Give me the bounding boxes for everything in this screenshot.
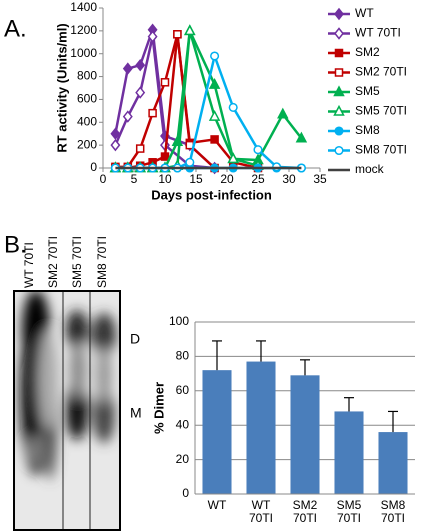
gel-band-label: D xyxy=(130,331,140,347)
y-tick-label: 0 xyxy=(90,160,97,174)
marker xyxy=(135,144,145,153)
x-tick-label: WT 70TI xyxy=(248,498,273,525)
legend-label: SM2 xyxy=(355,45,380,59)
legend-marker xyxy=(334,126,344,136)
legend-label: SM5 xyxy=(355,84,380,98)
marker xyxy=(210,51,220,61)
bar xyxy=(290,375,320,494)
legend-label: SM8 xyxy=(355,123,380,137)
bar xyxy=(334,411,364,494)
legend-label: WT 70TI xyxy=(355,26,401,40)
gel-lane-label: SM2 70TI xyxy=(46,236,60,288)
marker xyxy=(122,110,133,123)
marker xyxy=(277,107,289,119)
marker xyxy=(185,157,195,167)
legend-marker xyxy=(334,27,344,40)
x-tick-label: SM2 70TI xyxy=(292,498,318,525)
marker xyxy=(173,30,182,39)
marker xyxy=(147,30,158,43)
x-tick-label: 25 xyxy=(251,172,265,186)
x-axis-label: Days post-infection xyxy=(151,187,272,202)
marker xyxy=(148,108,157,118)
marker xyxy=(295,131,308,143)
marker xyxy=(208,77,221,89)
y-tick-label: 0 xyxy=(182,486,189,500)
x-tick-label: 20 xyxy=(220,172,234,186)
marker xyxy=(227,152,239,164)
y-tick-label: 1200 xyxy=(70,23,97,37)
gel-lane-label: SM5 70TI xyxy=(70,236,84,288)
bar xyxy=(202,370,232,494)
marker xyxy=(122,62,133,75)
legend-marker xyxy=(333,104,345,116)
marker xyxy=(135,58,146,72)
legend-label: SM8 70TI xyxy=(355,143,407,157)
marker xyxy=(160,152,170,161)
legend-label: SM5 70TI xyxy=(355,104,407,118)
legend-label: WT xyxy=(355,6,374,20)
y-tick-label: 200 xyxy=(77,137,97,151)
y-tick-label: 100 xyxy=(169,314,189,328)
panel-label: B. xyxy=(4,231,27,258)
x-tick-label: 0 xyxy=(100,172,107,186)
marker xyxy=(110,138,121,152)
marker xyxy=(208,109,221,121)
marker xyxy=(110,127,121,140)
panel-label: A. xyxy=(4,15,27,42)
y-tick-label: 60 xyxy=(176,383,190,397)
legend-marker xyxy=(334,145,344,156)
x-tick-label: 15 xyxy=(189,172,203,186)
y-tick-label: 400 xyxy=(77,114,97,128)
marker xyxy=(228,102,238,112)
bar xyxy=(246,361,276,494)
x-tick-label: 30 xyxy=(282,172,296,186)
legend-label: mock xyxy=(355,162,385,176)
marker xyxy=(135,86,146,99)
gel-lane-label: SM8 70TI xyxy=(95,236,109,288)
y-axis-label: RT activity (Units/ml) xyxy=(54,23,69,152)
gel-band-label: M xyxy=(130,405,142,421)
legend-marker xyxy=(333,85,345,97)
y-tick-label: 1400 xyxy=(70,0,97,14)
x-tick-label: 35 xyxy=(313,172,327,186)
legend-marker xyxy=(334,68,344,77)
y-tick-label: 40 xyxy=(176,417,190,431)
bar xyxy=(378,432,408,494)
legend-marker xyxy=(334,7,344,21)
y-axis-label: % Dimer xyxy=(151,382,166,434)
legend-marker xyxy=(334,48,344,58)
x-tick-label: SM5 70TI xyxy=(336,498,362,525)
x-tick-label: 10 xyxy=(158,172,172,186)
x-tick-label: WT xyxy=(207,498,227,512)
gel-image xyxy=(13,290,121,531)
gel-lane-label: WT 70TI xyxy=(22,242,36,288)
x-tick-label: 5 xyxy=(131,172,138,186)
legend-label: SM2 70TI xyxy=(355,65,407,79)
y-tick-label: 20 xyxy=(176,452,190,466)
y-tick-label: 80 xyxy=(176,349,190,363)
marker xyxy=(160,78,170,87)
marker xyxy=(253,145,263,155)
x-tick-label: SM8 70TI xyxy=(380,498,406,525)
y-tick-label: 600 xyxy=(77,92,97,106)
marker xyxy=(210,135,219,144)
y-tick-label: 1000 xyxy=(70,46,97,60)
y-tick-label: 800 xyxy=(77,69,97,83)
marker xyxy=(184,24,196,36)
